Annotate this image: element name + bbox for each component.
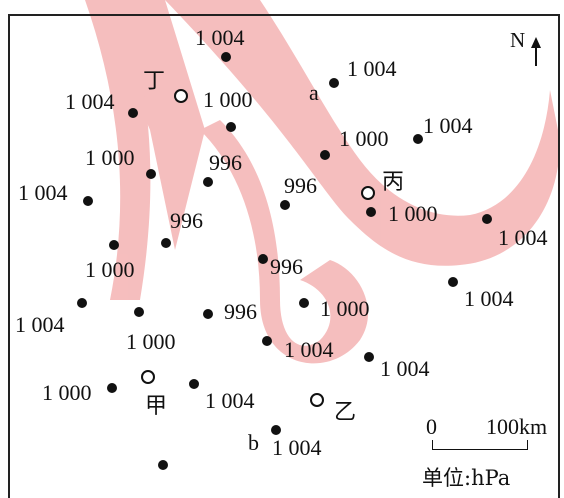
pressure-label: 996 xyxy=(284,173,317,198)
city-marker-yi xyxy=(310,393,324,407)
station-dot xyxy=(221,52,231,62)
pressure-label: 1 004 xyxy=(205,388,255,413)
station-dot xyxy=(77,298,87,308)
pressure-label: 1 004 xyxy=(18,180,68,205)
station-dot xyxy=(161,238,171,248)
station-dot xyxy=(146,169,156,179)
station-dot xyxy=(203,309,213,319)
pressure-label: 1 004 xyxy=(464,286,514,311)
scale-bar xyxy=(432,440,528,450)
station-dot xyxy=(109,240,119,250)
scale-zero-label: 0 xyxy=(426,414,437,439)
pressure-label: 1 004 xyxy=(423,113,473,138)
city-label-bing: 丙 xyxy=(382,170,405,195)
pressure-label: 1 004 xyxy=(272,435,322,460)
station-dot xyxy=(366,207,376,217)
pressure-label: 1 000 xyxy=(42,380,92,405)
station-dot xyxy=(134,307,144,317)
station-dot xyxy=(482,214,492,224)
city-label-jia: 甲 xyxy=(145,394,168,419)
pressure-label: 996 xyxy=(270,254,303,279)
pressure-label: 1 004 xyxy=(380,356,430,381)
pressure-label: 1 004 xyxy=(498,225,548,250)
station-dot xyxy=(329,78,339,88)
station-dot xyxy=(128,108,138,118)
city-marker-jia xyxy=(141,370,155,384)
point-label-b: b xyxy=(248,430,259,455)
station-dot xyxy=(364,352,374,362)
station-dot xyxy=(258,254,268,264)
pressure-label: 1 000 xyxy=(388,201,438,226)
city-marker-bing xyxy=(361,186,375,200)
pressure-label: 1 000 xyxy=(85,257,135,282)
station-dot xyxy=(299,298,309,308)
station-dot xyxy=(107,383,117,393)
pressure-label: 1 004 xyxy=(65,89,115,114)
arrow-up-icon xyxy=(531,37,541,66)
pressure-label: 1 000 xyxy=(339,126,389,151)
pressure-label: 1 004 xyxy=(15,312,65,337)
pressure-label: 996 xyxy=(209,150,242,175)
pressure-label: 1 000 xyxy=(320,296,370,321)
station-dot xyxy=(203,177,213,187)
point-label-a: a xyxy=(309,80,319,105)
station-dot xyxy=(271,425,281,435)
station-dot xyxy=(448,277,458,287)
north-label: N xyxy=(510,28,526,52)
station-dot xyxy=(320,150,330,160)
pressure-label: 1 004 xyxy=(195,25,245,50)
pressure-label: 1 004 xyxy=(347,56,397,81)
city-label-ding: 丁 xyxy=(143,69,166,94)
pressure-label: 1 000 xyxy=(85,145,135,170)
pressure-label: 1 000 xyxy=(203,87,253,112)
station-dot xyxy=(226,122,236,132)
station-dot xyxy=(280,200,290,210)
station-dot xyxy=(413,134,423,144)
pressure-label: 1 000 xyxy=(126,329,176,354)
map-frame xyxy=(8,14,560,498)
city-marker-ding xyxy=(174,89,188,103)
pressure-label: 1 004 xyxy=(284,337,334,362)
station-dot xyxy=(158,460,168,470)
station-dot xyxy=(83,196,93,206)
city-label-yi: 乙 xyxy=(334,400,357,425)
scale-distance-label: 100km xyxy=(486,414,548,439)
pressure-label: 996 xyxy=(170,208,203,233)
pressure-label: 996 xyxy=(224,299,257,324)
station-dot xyxy=(262,336,272,346)
unit-label: 单位:hPa xyxy=(422,466,511,490)
station-dot xyxy=(189,379,199,389)
